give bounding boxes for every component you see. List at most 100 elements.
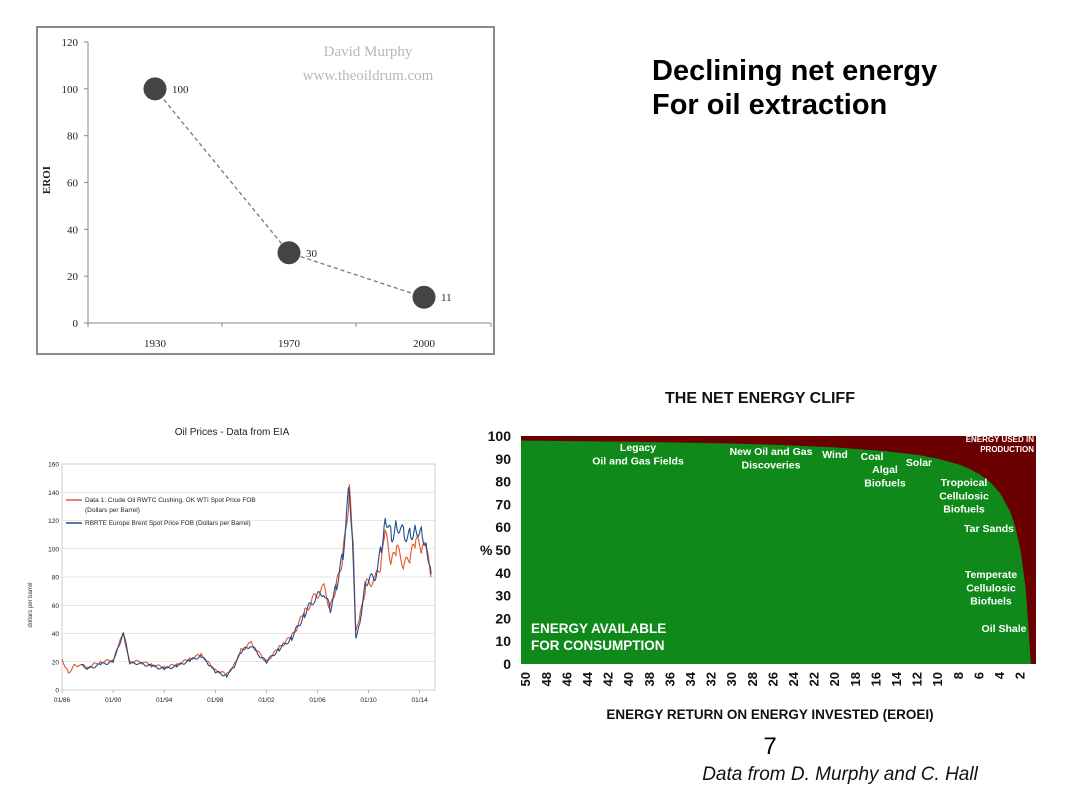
cliff-annotation-text: Solar bbox=[906, 457, 932, 469]
cliff-x-ticks: 50 48 46 44 42 40 38 36 34 32 30 28 26 24 22 20 18 16 14 12… bbox=[518, 671, 1027, 686]
oil-y-tick-label: 20 bbox=[52, 659, 60, 666]
cliff-x-tick-label: 50 bbox=[518, 672, 533, 686]
oil-y-tick-label: 120 bbox=[48, 518, 59, 525]
slide-title: Declining net energy For oil extraction bbox=[652, 54, 1032, 122]
cliff-annotation-text: Cellulosic bbox=[966, 582, 1016, 594]
slide-title-line: Declining net energy bbox=[652, 55, 938, 87]
cliff-x-tick-label: 4 bbox=[992, 671, 1007, 679]
eroi-y-tick-label: 40 bbox=[67, 224, 79, 236]
oil-price-chart: Oil Prices - Data from EIA dollars per b… bbox=[28, 427, 436, 704]
oil-y-tick-label: 40 bbox=[52, 631, 60, 638]
eroi-x-tick-label: 1930 bbox=[144, 338, 167, 350]
slide-title-line: For oil extraction bbox=[652, 89, 888, 121]
cliff-x-axis-label: ENERGY RETURN ON ENERGY INVESTED (EROEI) bbox=[606, 707, 934, 722]
cliff-x-tick-label: 24 bbox=[786, 671, 801, 686]
page-number: 7 bbox=[763, 733, 777, 760]
cliff-x-tick-label: 10 bbox=[930, 672, 945, 686]
energy-available-area bbox=[521, 440, 1031, 664]
eroi-chart-frame: 0 20 40 60 80 100 120 1930 1970 2000 David Murph… bbox=[36, 26, 495, 355]
eroi-data-point bbox=[143, 77, 167, 101]
oil-x-tick-label: 01/86 bbox=[54, 697, 71, 704]
data-credit: Data from D. Murphy and C. Hall bbox=[702, 764, 978, 785]
cliff-annotation-text: Discoveries bbox=[742, 459, 801, 471]
cliff-annotation-text: Oil Shale bbox=[982, 623, 1027, 635]
cliff-y-tick-label: 30 bbox=[495, 588, 511, 604]
oil-legend: Data 1: Crude Oil RWTC Cushing, OK WTI S… bbox=[66, 497, 256, 527]
oil-y-tick-label: 60 bbox=[52, 603, 60, 610]
cliff-y-tick-label: 70 bbox=[495, 496, 511, 512]
cliff-x-tick-label: 32 bbox=[704, 672, 719, 686]
eroi-y-ticks: 0 20 40 60 80 100 120 bbox=[62, 37, 88, 330]
cliff-y-tick-label: 50 bbox=[495, 542, 511, 558]
eroi-x-tick-label: 1970 bbox=[278, 338, 301, 350]
cliff-annotation-text: Tar Sands bbox=[964, 523, 1014, 535]
cliff-x-tick-label: 22 bbox=[807, 672, 822, 686]
cliff-x-tick-label: 36 bbox=[662, 672, 677, 686]
cliff-annotation-text: Biofuels bbox=[864, 477, 906, 489]
oil-x-tick-label: 01/14 bbox=[412, 697, 429, 704]
oil-x-tick-label: 01/06 bbox=[309, 697, 326, 704]
cliff-x-tick-label: 20 bbox=[827, 672, 842, 686]
cliff-annotation-text: Algal bbox=[872, 464, 898, 476]
cliff-annotation-text: Wind bbox=[822, 449, 848, 461]
cliff-annotation-text: FOR CONSUMPTION bbox=[531, 638, 665, 653]
cliff-x-tick-label: 48 bbox=[539, 672, 554, 686]
oil-y-tick-label: 100 bbox=[48, 546, 59, 553]
cliff-annotation-text: Oil and Gas Fields bbox=[592, 455, 684, 467]
cliff-chart-title: THE NET ENERGY CLIFF bbox=[665, 390, 855, 407]
oil-y-axis-label: dollars per barrel bbox=[28, 582, 34, 627]
cliff-y-tick-label: 10 bbox=[495, 633, 511, 649]
oil-x-tick-label: 01/94 bbox=[156, 697, 173, 704]
cliff-x-tick-label: 16 bbox=[868, 672, 883, 686]
oil-series-brent bbox=[81, 487, 432, 679]
cliff-x-tick-label: 14 bbox=[889, 671, 904, 686]
cliff-x-tick-label: 26 bbox=[765, 672, 780, 686]
cliff-y-tick-label: 90 bbox=[495, 451, 511, 467]
eroi-y-tick-label: 60 bbox=[67, 178, 79, 190]
cliff-y-axis-label: % bbox=[480, 542, 493, 558]
cliff-x-tick-label: 44 bbox=[580, 671, 595, 686]
cliff-y-tick-label: 20 bbox=[495, 610, 511, 626]
cliff-y-tick-label: 60 bbox=[495, 519, 511, 535]
cliff-x-tick-label: 18 bbox=[848, 672, 863, 686]
cliff-annotation-text: Biofuels bbox=[970, 596, 1012, 608]
legend-label-wti: Data 1: Crude Oil RWTC Cushing, OK WTI S… bbox=[85, 497, 256, 504]
oil-x-tick-label: 01/98 bbox=[207, 697, 224, 704]
oil-x-tick-label: 01/10 bbox=[360, 697, 377, 704]
cliff-x-tick-label: 30 bbox=[724, 672, 739, 686]
eroi-series: 100 30 11 bbox=[143, 77, 452, 309]
eroi-x-ticks: 1930 1970 2000 bbox=[87, 323, 492, 350]
eroi-y-tick-label: 80 bbox=[67, 131, 79, 143]
eroi-data-label: 11 bbox=[441, 292, 452, 304]
cliff-annotation-text: Biofuels bbox=[943, 504, 985, 516]
legend-label-brent: RBRTE Europe Brent Spot Price FOB (Dolla… bbox=[85, 520, 251, 527]
eroi-watermark-name: David Murphy bbox=[324, 44, 413, 60]
cliff-annotation-text: New Oil and Gas bbox=[730, 446, 813, 458]
eroi-x-tick-label: 2000 bbox=[413, 338, 436, 350]
eroi-watermark-url: www.theoildrum.com bbox=[303, 68, 434, 84]
oil-y-tick-label: 140 bbox=[48, 490, 59, 497]
oil-chart-title: Oil Prices - Data from EIA bbox=[175, 427, 290, 438]
cliff-annotation-text: Cellulosic bbox=[939, 490, 989, 502]
cliff-x-tick-label: 2 bbox=[1013, 672, 1028, 679]
eroi-chart: 0 20 40 60 80 100 120 1930 1970 2000 David Murph… bbox=[41, 37, 492, 350]
eroi-series-line bbox=[154, 88, 425, 298]
cliff-annotation-text: ENERGY AVAILABLE bbox=[531, 621, 666, 636]
cliff-annotation-text: PRODUCTION bbox=[980, 445, 1034, 454]
cliff-annotation-text: ENERGY USED IN bbox=[966, 435, 1035, 444]
cliff-y-tick-label: 100 bbox=[488, 428, 512, 444]
legend-label-wti-units: (Dollars per Barrel) bbox=[85, 507, 140, 514]
oil-y-tick-label: 80 bbox=[52, 575, 60, 582]
cliff-x-tick-label: 28 bbox=[745, 672, 760, 686]
cliff-y-tick-label: 80 bbox=[495, 474, 511, 490]
eroi-data-point bbox=[412, 285, 436, 309]
cliff-x-tick-label: 46 bbox=[559, 672, 574, 686]
cliff-x-tick-label: 40 bbox=[621, 672, 636, 686]
oil-y-tick-label: 0 bbox=[55, 688, 59, 695]
cliff-x-tick-label: 8 bbox=[951, 672, 966, 679]
cliff-x-tick-label: 6 bbox=[971, 672, 986, 679]
eroi-data-label: 30 bbox=[306, 248, 318, 260]
cliff-y-ticks: 0 10 20 30 40 50 60 70 80 90 100 bbox=[488, 428, 512, 672]
